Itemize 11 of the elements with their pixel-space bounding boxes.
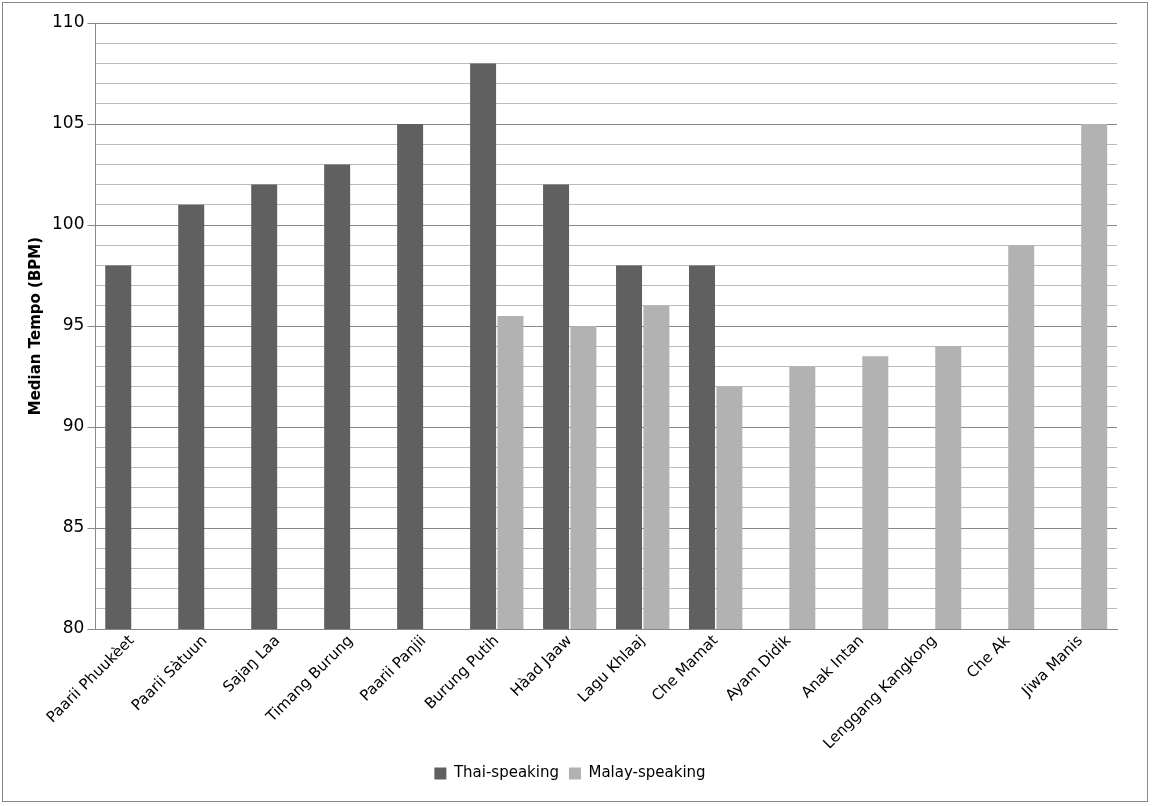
y-tick-label: 90 bbox=[62, 415, 85, 436]
y-tick-label: 85 bbox=[62, 516, 85, 537]
y-tick-label: 105 bbox=[51, 112, 85, 133]
legend-label: Thai-speaking bbox=[452, 763, 559, 782]
y-tick-label: 95 bbox=[62, 314, 85, 335]
y-tick-label: 110 bbox=[51, 11, 85, 32]
y-tick-label: 80 bbox=[62, 617, 85, 638]
y-axis-title: Median Tempo (BPM) bbox=[25, 236, 44, 416]
legend-label: Malay-speaking bbox=[588, 763, 706, 782]
x-tick-label: Che Ak bbox=[962, 631, 1014, 682]
y-tick-label: 100 bbox=[51, 213, 85, 234]
